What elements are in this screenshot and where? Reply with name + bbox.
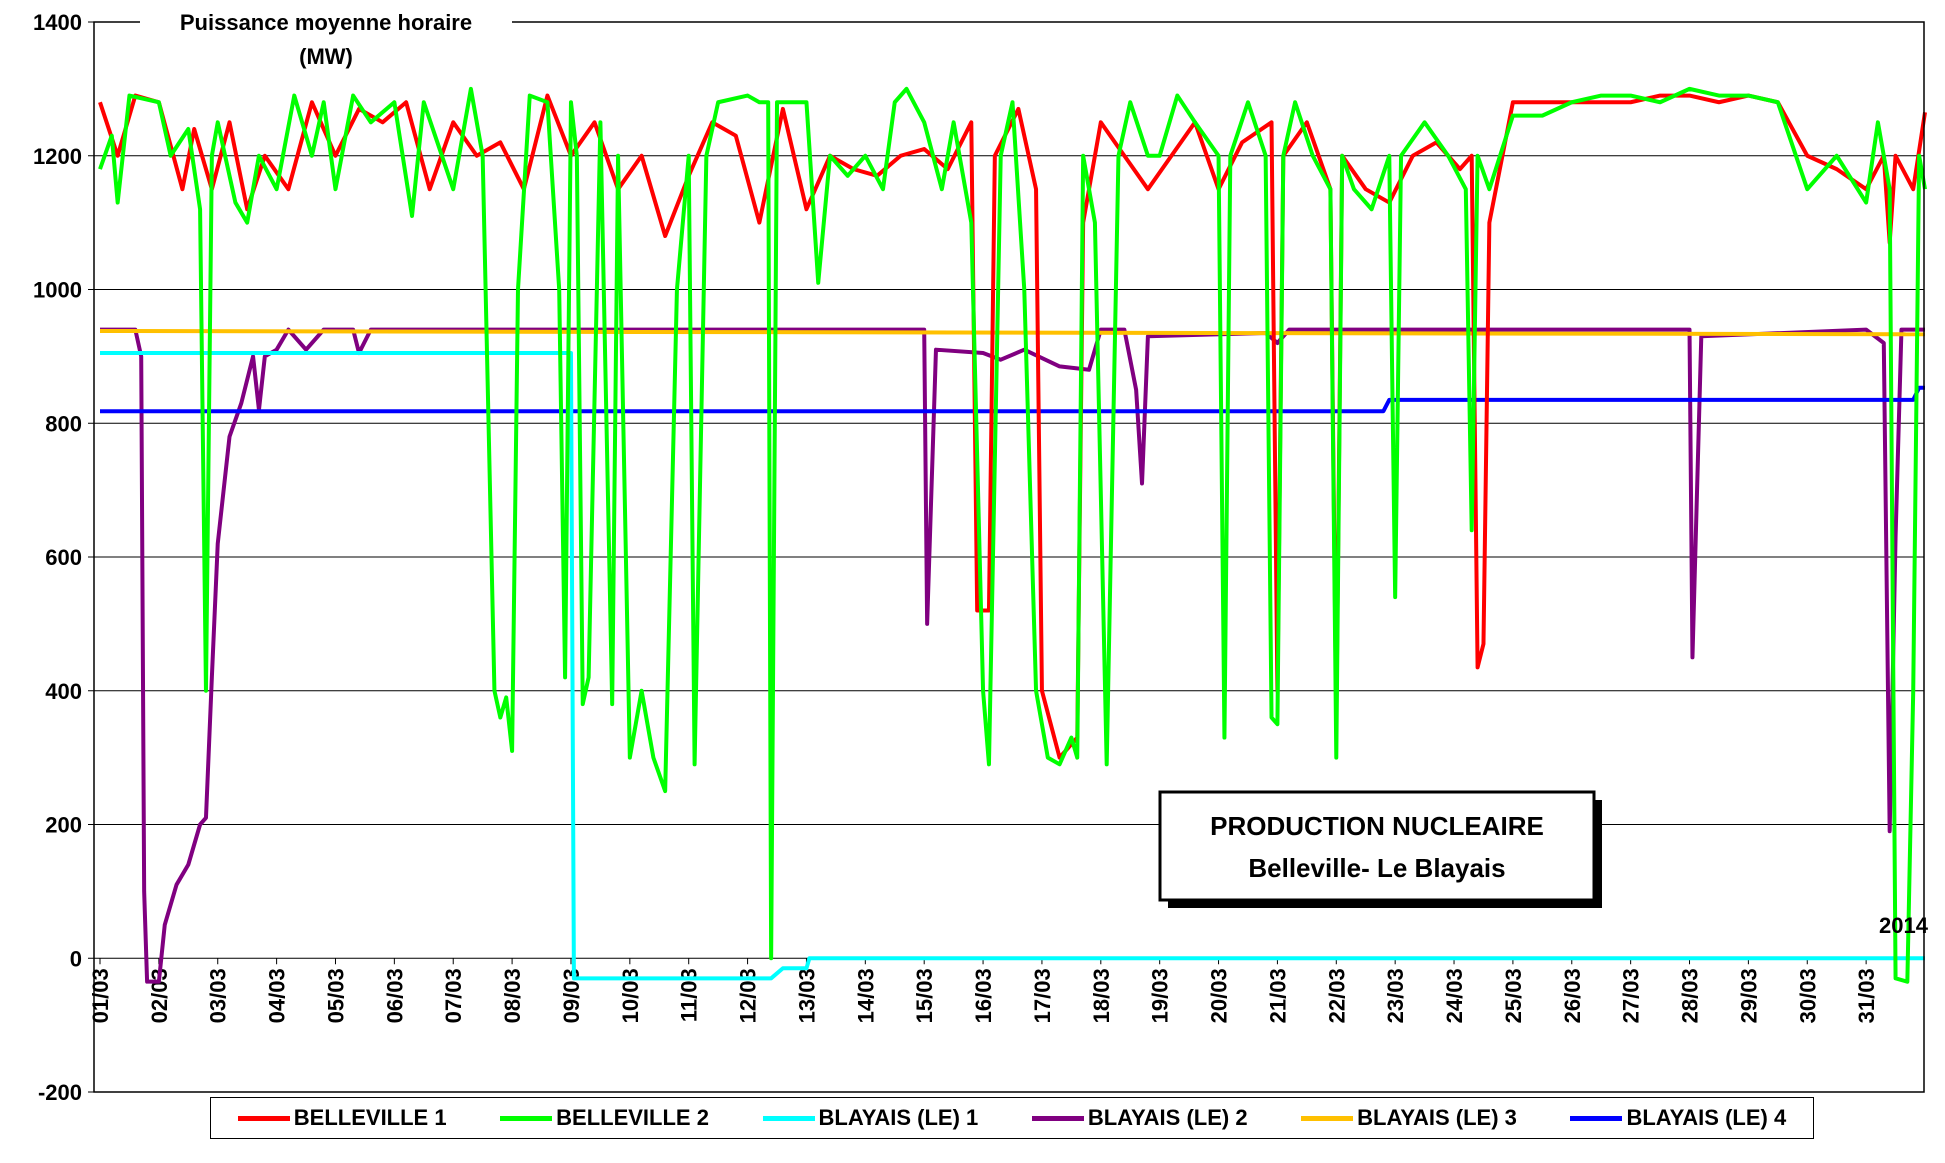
legend-label: BELLEVILLE 1 — [293, 1105, 447, 1130]
legend-label: BLAYAIS (LE) 3 — [1357, 1105, 1517, 1130]
legend-label: BLAYAIS (LE) 4 — [1626, 1105, 1787, 1130]
plot-frame — [93, 21, 1925, 1093]
x-tick-label: 19/03 — [1148, 968, 1173, 1023]
x-tick-label: 05/03 — [323, 968, 348, 1023]
legend-label: BLAYAIS (LE) 2 — [1087, 1105, 1248, 1130]
x-tick-label: 21/03 — [1265, 968, 1290, 1023]
series-line — [98, 93, 1927, 760]
legend-item: BLAYAIS (LE) 1 — [762, 1105, 979, 1131]
legend-item: BLAYAIS (LE) 4 — [1570, 1105, 1786, 1131]
x-tick-label: 18/03 — [1089, 968, 1114, 1023]
x-tick-label: 30/03 — [1795, 968, 1820, 1023]
lines — [98, 86, 1927, 984]
x-tick-label: 25/03 — [1501, 968, 1526, 1023]
y-tick-label: 200 — [45, 813, 82, 838]
legend-swatch — [762, 1115, 815, 1121]
x-tick-label: 01/03 — [88, 968, 113, 1023]
legend-label: BELLEVILLE 2 — [556, 1105, 709, 1130]
annotation: Belleville- Le Blayais — [1248, 853, 1505, 883]
x-tick-label: 29/03 — [1736, 968, 1761, 1023]
x-tick-label: 08/03 — [500, 968, 525, 1023]
legend-swatch — [237, 1115, 290, 1121]
legend-item: BLAYAIS (LE) 3 — [1301, 1105, 1517, 1131]
x-tick-label: 13/03 — [794, 968, 819, 1023]
y-tick-label: -200 — [38, 1080, 82, 1105]
legend-swatch — [500, 1115, 553, 1121]
y-tick-label: 1200 — [33, 144, 82, 169]
x-tick-label: 22/03 — [1324, 968, 1349, 1023]
x-tick-label: 28/03 — [1678, 968, 1703, 1023]
x-tick-label: 03/03 — [206, 968, 231, 1023]
x-tick-label: 23/03 — [1383, 968, 1408, 1023]
chart-title: Puissance moyenne horaire — [180, 10, 472, 35]
legend: BELLEVILLE 1 BELLEVILLE 2 BLAYAIS (LE) 1 BL… — [210, 1097, 1814, 1139]
title-bg — [140, 8, 512, 36]
series-line — [100, 327, 1925, 984]
series-line — [99, 328, 1926, 337]
x-tick-label: 31/03 — [1854, 968, 1879, 1023]
series-line — [100, 385, 1925, 414]
y-tick-label: 800 — [45, 411, 82, 436]
x-tick-label: 04/03 — [265, 968, 290, 1023]
x-tick-label: 24/03 — [1442, 968, 1467, 1023]
legend-swatch — [1301, 1115, 1354, 1121]
legend-item: BLAYAIS (LE) 2 — [1031, 1105, 1248, 1131]
legend-item: BELLEVILLE 2 — [500, 1105, 709, 1131]
series-line — [100, 351, 1925, 981]
y-tick-label: 600 — [45, 545, 82, 570]
x-tick-label: 07/03 — [441, 968, 466, 1023]
x-tick-label: 20/03 — [1207, 968, 1232, 1023]
annotation-box — [1158, 790, 1596, 902]
x-tick-label: 06/03 — [382, 968, 407, 1023]
x-tick-label: 17/03 — [1030, 968, 1055, 1023]
legend-item: BELLEVILLE 1 — [237, 1105, 447, 1131]
annotation: 2014 — [1879, 913, 1929, 938]
y-tick-label: 400 — [45, 679, 82, 704]
x-tick-label: 15/03 — [912, 968, 937, 1023]
x-tick-label: 14/03 — [853, 968, 878, 1023]
y-tick-label: 1000 — [33, 278, 82, 303]
series-line — [98, 86, 1927, 984]
y-tick-label: 1400 — [33, 10, 82, 35]
x-tick-label: 26/03 — [1560, 968, 1585, 1023]
annotation: PRODUCTION NUCLEAIRE — [1210, 811, 1544, 841]
y-axis-label: (MW) — [299, 44, 353, 69]
x-tick-label: 27/03 — [1619, 968, 1644, 1023]
legend-swatch — [1031, 1115, 1084, 1121]
legend-label: BLAYAIS (LE) 1 — [818, 1105, 979, 1130]
y-tick-label: 0 — [70, 946, 82, 971]
x-tick-label: 16/03 — [971, 968, 996, 1023]
legend-swatch — [1570, 1115, 1623, 1121]
